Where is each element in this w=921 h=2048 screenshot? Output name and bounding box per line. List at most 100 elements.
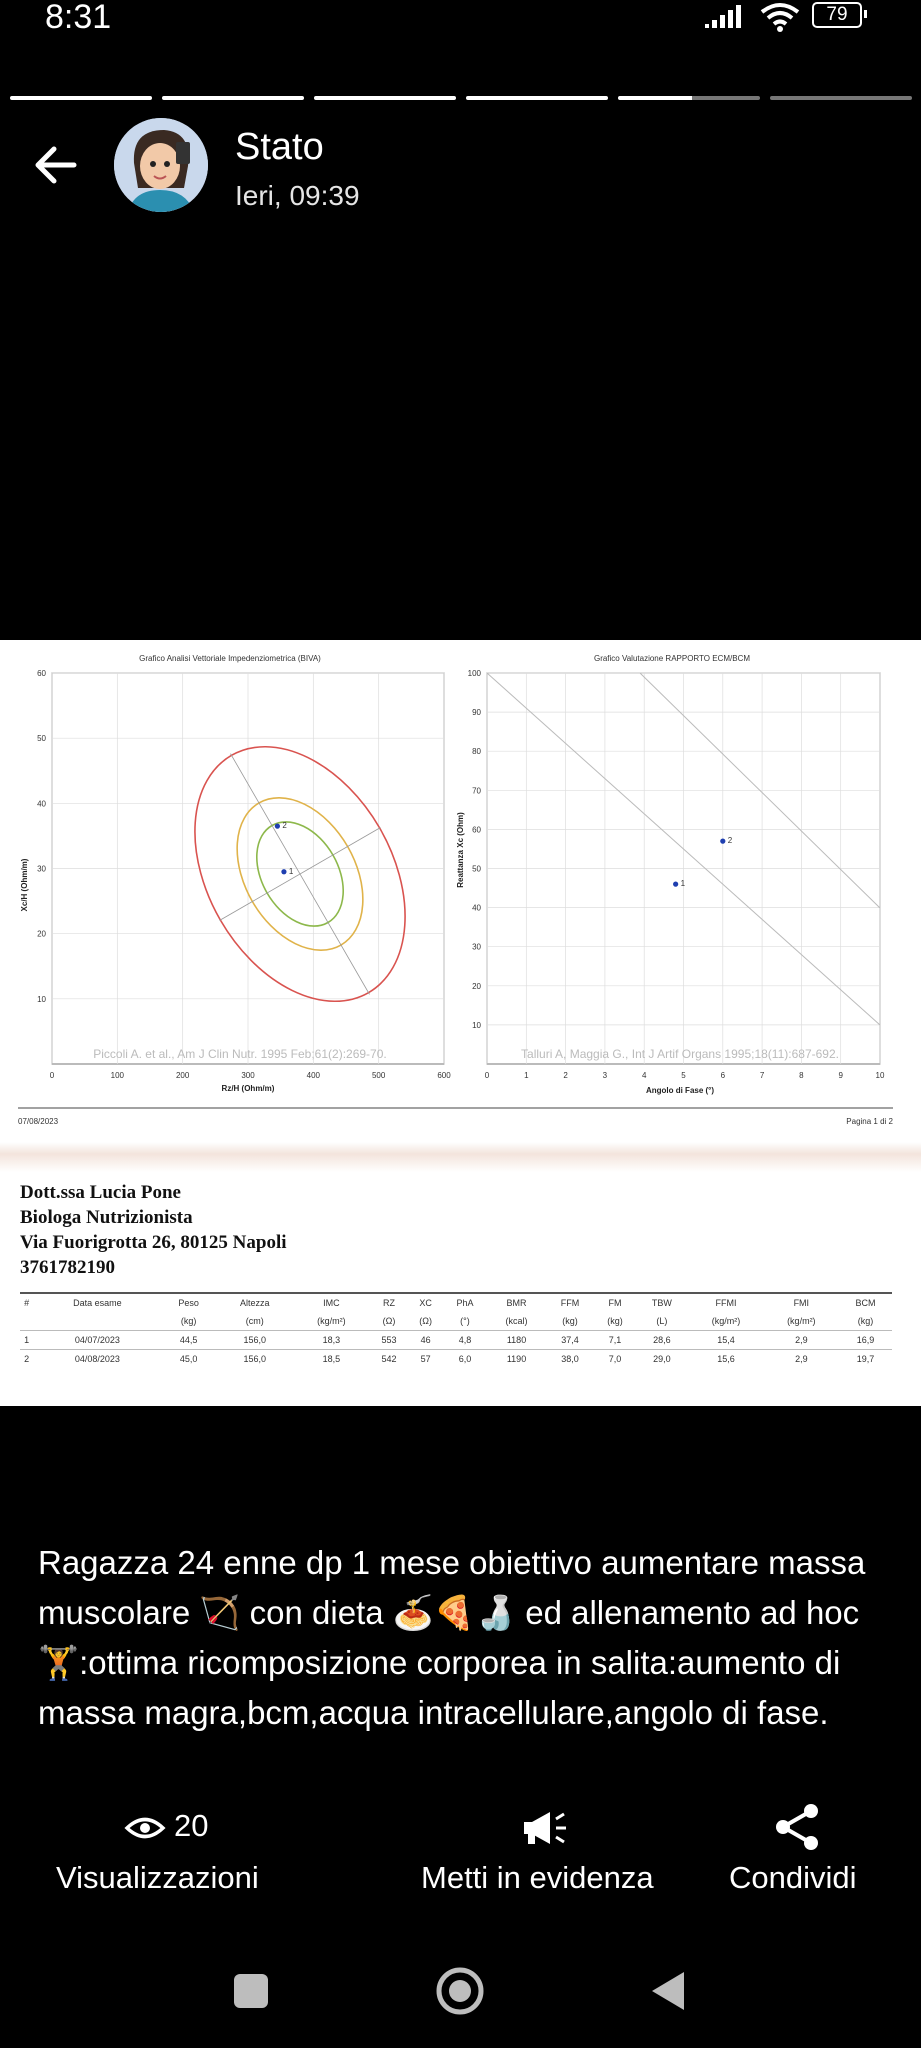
caption-text: ed allenamento ad hoc xyxy=(525,1594,860,1631)
biva-x-tick-label: 100 xyxy=(111,1071,125,1080)
megaphone-icon xyxy=(524,1812,566,1844)
table-cell: Peso xyxy=(161,1292,216,1312)
share-icon xyxy=(776,1804,818,1850)
table-cell: FMI xyxy=(763,1292,839,1312)
milk-icon: 🍶 xyxy=(474,1594,517,1631)
biva-y-tick-label: 40 xyxy=(37,799,46,808)
ecm-chart: 1 2 Talluri A, Maggia G., Int J Artif Org… xyxy=(456,669,885,1095)
biva-chart-title: Grafico Analisi Vettoriale Impedenziomet… xyxy=(139,654,321,663)
pizza-icon: 🍕 xyxy=(433,1594,475,1631)
page-number: Pagina 1 di 2 xyxy=(846,1117,893,1126)
biva-x-tick-label: 300 xyxy=(241,1071,255,1080)
table-row: 2 04/08/2023 45,0 156,0 18,5 542 57 6,0 1190 38,0… xyxy=(20,1349,892,1368)
home-button[interactable] xyxy=(435,1966,485,2016)
ecm-x-tick-label: 7 xyxy=(760,1071,765,1080)
biva-y-tick-label: 20 xyxy=(37,930,46,939)
ecm-y-tick-label: 30 xyxy=(472,943,481,952)
table-cell: 45,0 xyxy=(161,1349,216,1368)
views-button[interactable]: 20 Visualizzazioni xyxy=(40,1805,290,1905)
table-cell: 1190 xyxy=(487,1349,546,1368)
biva-point-label: 1 xyxy=(289,867,294,876)
spaghetti-icon: 🍝 xyxy=(392,1594,434,1631)
biva-point-label: 2 xyxy=(282,821,287,830)
table-cell: 44,5 xyxy=(161,1330,216,1350)
table-cell: 29,0 xyxy=(635,1349,689,1368)
table-cell: (L) xyxy=(656,1316,668,1326)
table-cell: 19,7 xyxy=(838,1349,892,1368)
biva-x-tick-label: 600 xyxy=(437,1071,451,1080)
ecm-x-tick-label: 6 xyxy=(721,1071,726,1080)
caption-text: Ragazza 24 enne dp 1 mese obiettivo aume… xyxy=(38,1544,866,1631)
table-cell: (Ω) xyxy=(419,1316,433,1326)
table-cell: 28,6 xyxy=(635,1330,689,1350)
biva-x-tick-label: 200 xyxy=(176,1071,190,1080)
ecm-x-tick-label: 0 xyxy=(485,1071,490,1080)
ecm-chart-title: Grafico Valutazione RAPPORTO ECM/BCM xyxy=(594,654,750,663)
table-cell: 156,0 xyxy=(215,1349,294,1368)
recents-button[interactable] xyxy=(234,1974,268,2008)
table-cell: 04/07/2023 xyxy=(33,1330,162,1350)
ecm-x-tick-label: 3 xyxy=(603,1071,608,1080)
biva-x-label: Rz/H (Ohm/m) xyxy=(222,1084,275,1093)
views-label: Visualizzazioni xyxy=(56,1860,259,1895)
eye-icon xyxy=(124,1817,166,1839)
biva-y-label: Xc/H (Ohm/m) xyxy=(20,858,29,911)
biva-data-point xyxy=(274,823,280,829)
charts-area: Grafico Analisi Vettoriale Impedenziomet… xyxy=(18,654,894,1126)
table-cell: 1180 xyxy=(487,1330,546,1350)
table-cell: 553 xyxy=(369,1330,409,1350)
bow-and-arrow-icon: 🏹 xyxy=(199,1594,241,1631)
avatar[interactable] xyxy=(114,118,208,212)
biva-y-tick-label: 60 xyxy=(37,669,46,678)
table-cell: (kg) xyxy=(607,1316,623,1326)
table-cell: 1 xyxy=(20,1330,34,1350)
weightlifter-icon: 🏋️ xyxy=(38,1644,80,1681)
table-cell: 57 xyxy=(408,1349,443,1368)
table-cell xyxy=(20,1312,33,1331)
doctor-address: Via Fuorigrotta 26, 80125 Napoli xyxy=(20,1232,287,1253)
table-cell: 4,8 xyxy=(442,1330,488,1350)
biva-reference: Piccoli A. et al., Am J Clin Nutr. 1995 … xyxy=(93,1047,386,1061)
share-button[interactable]: Condividi xyxy=(715,1800,885,1905)
table-cell: (Ω) xyxy=(382,1316,396,1326)
ecm-y-tick-label: 80 xyxy=(472,747,481,756)
ecm-y-tick-label: 60 xyxy=(472,825,481,834)
table-cell xyxy=(33,1312,161,1331)
highlight-button[interactable]: Metti in evidenza xyxy=(410,1800,690,1905)
story-progress-segment xyxy=(618,96,760,100)
ecm-y-tick-label: 40 xyxy=(472,904,481,913)
table-cell: (kcal) xyxy=(505,1316,528,1326)
story-document-image: Grafico Analisi Vettoriale Impedenziomet… xyxy=(0,640,921,1406)
back-arrow-icon[interactable] xyxy=(30,140,80,190)
doctor-name: Dott.ssa Lucia Pone xyxy=(20,1182,181,1203)
table-cell: IMC xyxy=(293,1292,370,1312)
report-date: 07/08/2023 xyxy=(18,1117,59,1126)
biva-data-point xyxy=(281,869,287,875)
biva-y-tick-label: 10 xyxy=(37,995,46,1004)
table-units-row: (kg) (cm) (kg/m²) (Ω) (Ω) (°) (kcal) (kg) (kg) (L… xyxy=(20,1312,892,1331)
table-cell: 15,6 xyxy=(688,1349,764,1368)
biva-chart: 1 2 Piccoli A. et al., Am J Clin Nutr. 19… xyxy=(20,669,451,1093)
table-cell: RZ xyxy=(369,1292,409,1312)
views-count: 20 xyxy=(174,1808,209,1843)
story-progress-segment xyxy=(466,96,608,100)
ecm-x-tick-label: 8 xyxy=(799,1071,804,1080)
ecm-y-tick-label: 10 xyxy=(472,1021,481,1030)
story-progress-segment xyxy=(770,96,912,100)
biva-x-tick-label: 500 xyxy=(372,1071,386,1080)
ecm-y-tick-label: 20 xyxy=(472,982,481,991)
table-cell: (kg/m²) xyxy=(711,1316,741,1326)
battery-icon: 79 xyxy=(812,2,862,28)
table-cell: FFM xyxy=(545,1292,595,1312)
table-cell: 37,4 xyxy=(545,1330,595,1350)
table-cell: 156,0 xyxy=(215,1330,294,1350)
page-break xyxy=(0,1142,921,1172)
measurements-table: # Data esame Peso Altezza IMC RZ XC PhA BMR FFM FM… xyxy=(20,1292,892,1368)
ecm-data-point xyxy=(720,838,726,844)
table-cell: Data esame xyxy=(33,1292,162,1312)
table-cell: (°) xyxy=(460,1316,470,1326)
table-cell: XC xyxy=(408,1292,443,1312)
biva-x-tick-label: 0 xyxy=(50,1071,55,1080)
back-button[interactable] xyxy=(648,1970,688,2012)
table-cell: 18,3 xyxy=(293,1330,370,1350)
